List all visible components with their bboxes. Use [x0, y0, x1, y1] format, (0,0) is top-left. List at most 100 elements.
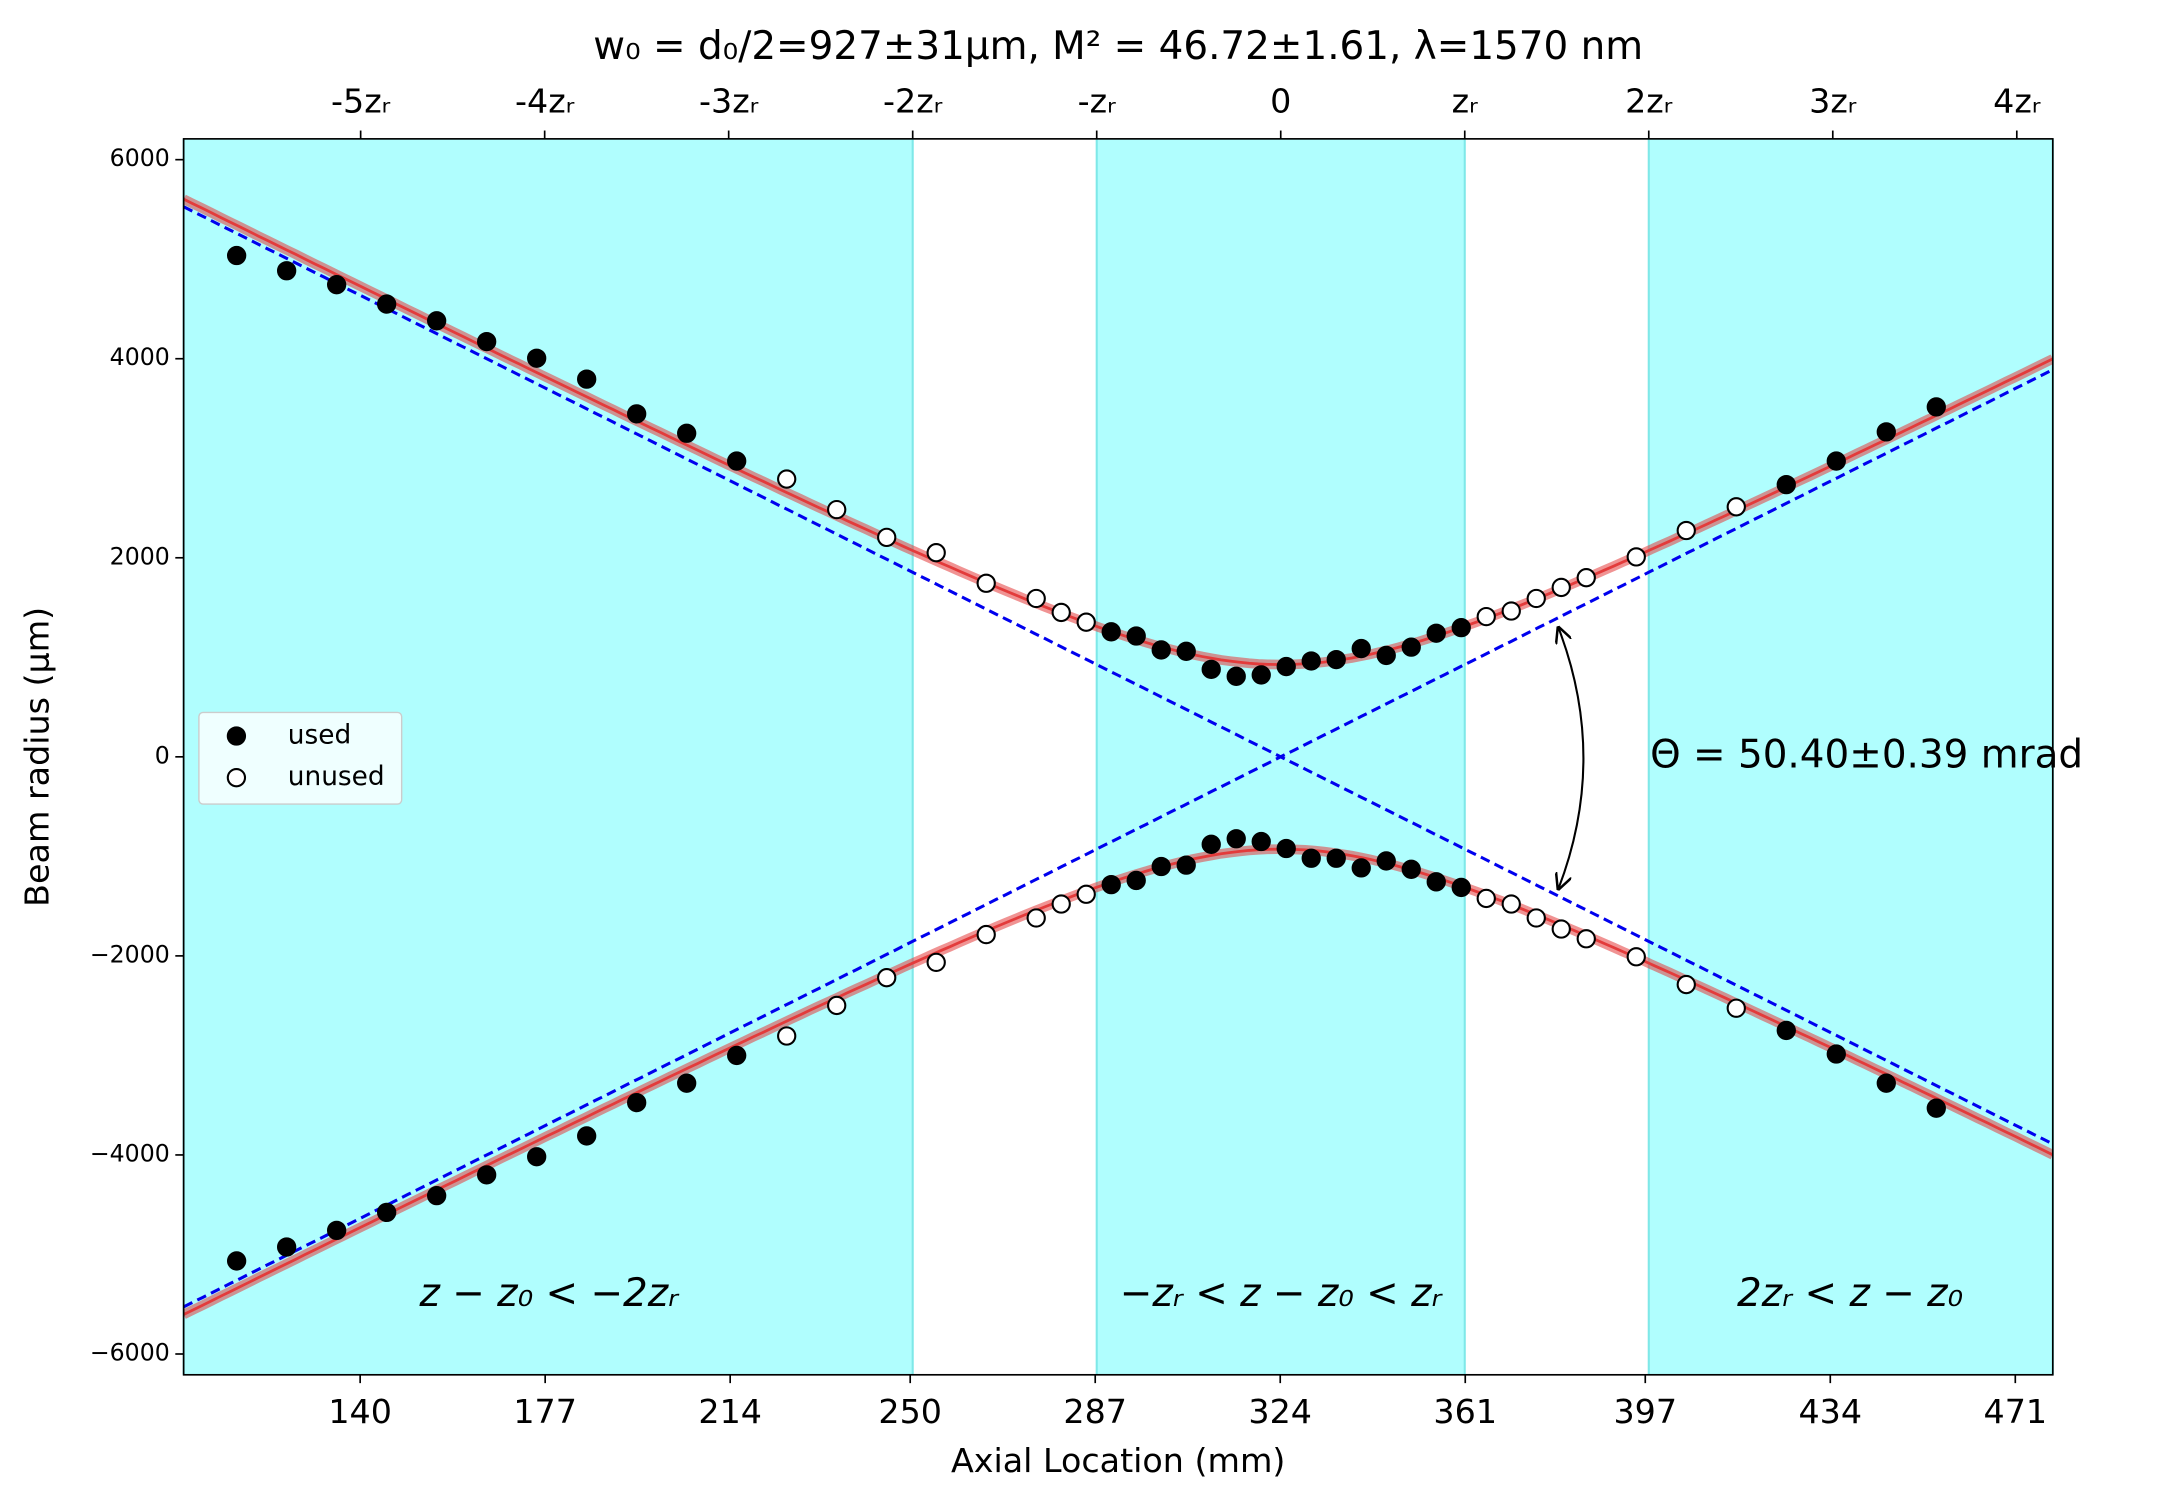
x2-tick-label: 0 — [1270, 81, 1291, 120]
x-axis-label: Axial Location (mm) — [951, 1441, 1285, 1480]
data-point — [1026, 908, 1046, 928]
data-point — [577, 369, 597, 389]
plot-layer — [183, 194, 2053, 1319]
data-point — [677, 423, 697, 443]
x2-tick-label: -3zᵣ — [699, 81, 759, 120]
data-point — [1876, 422, 1896, 442]
data-point — [877, 968, 897, 988]
data-point — [1201, 659, 1221, 679]
data-point — [1126, 626, 1146, 646]
data-point — [1876, 1073, 1896, 1093]
x2-tick-label: zᵣ — [1452, 81, 1478, 120]
region-label: 2zᵣ < z − z₀ — [1737, 1271, 1964, 1316]
data-point — [1126, 870, 1146, 891]
y-tick-label: −6000 — [90, 1338, 170, 1366]
data-point — [627, 404, 647, 424]
legend-box — [198, 711, 403, 805]
x-tick-label: 471 — [1984, 1392, 2048, 1431]
data-point — [1251, 831, 1271, 852]
data-point — [1626, 547, 1646, 567]
data-point — [1076, 612, 1096, 632]
data-point — [1201, 834, 1221, 854]
data-point — [326, 1220, 347, 1241]
data-point — [1826, 451, 1846, 471]
data-point — [926, 543, 946, 563]
data-point — [1226, 666, 1246, 686]
data-point — [1551, 919, 1571, 939]
data-point — [1451, 877, 1471, 898]
data-point — [976, 573, 996, 593]
background-layer — [182, 138, 2054, 1375]
data-point — [1476, 888, 1496, 909]
asymptote — [183, 205, 2053, 1146]
x-tick-label: 324 — [1248, 1392, 1312, 1431]
x2-tick-label: 2zᵣ — [1625, 81, 1673, 120]
data-point — [1351, 858, 1371, 878]
data-point — [1051, 602, 1071, 623]
data-point — [1276, 838, 1296, 859]
x-tick-label: 397 — [1613, 1392, 1677, 1431]
data-point — [1076, 884, 1096, 904]
data-point — [627, 1092, 647, 1113]
data-point — [1176, 641, 1196, 661]
shaded-region — [1648, 138, 2053, 1375]
data-point — [1626, 947, 1646, 967]
data-point — [1251, 665, 1271, 685]
x2-tick-label: -zᵣ — [1078, 81, 1117, 120]
data-point — [226, 245, 247, 266]
data-point — [1326, 848, 1346, 868]
data-point — [1526, 908, 1546, 928]
legend-label: used — [288, 721, 351, 751]
data-point — [1376, 851, 1396, 871]
data-point — [1501, 601, 1521, 621]
x-tick-label: 214 — [698, 1392, 762, 1431]
region-label: −zᵣ < z − z₀ < zᵣ — [1120, 1271, 1444, 1316]
legend-label: unused — [288, 762, 385, 792]
data-point — [1526, 588, 1546, 609]
data-point — [727, 1045, 747, 1066]
data-point — [1176, 855, 1196, 875]
asymptote — [183, 368, 2053, 1309]
legend-marker — [226, 768, 247, 788]
data-point — [276, 261, 297, 281]
data-point — [477, 331, 497, 352]
y-tick-label: −4000 — [90, 1139, 170, 1167]
chart-title: w₀ = d₀/2=927±31µm, M² = 46.72±1.61, λ=1… — [593, 24, 1643, 69]
region-label: z − z₀ < −2zᵣ — [418, 1271, 680, 1316]
data-point — [1826, 1044, 1846, 1064]
data-point — [1676, 520, 1696, 541]
data-point — [1926, 397, 1946, 417]
data-point — [1726, 998, 1746, 1018]
data-point — [1401, 637, 1421, 657]
y-tick-label: 2000 — [110, 542, 170, 570]
data-point — [1276, 656, 1296, 677]
data-point — [1326, 649, 1346, 670]
data-point — [827, 499, 847, 520]
x-tick-label: 361 — [1433, 1392, 1497, 1431]
data-point — [1051, 894, 1071, 914]
data-point — [1401, 859, 1421, 879]
x2-tick-label: -2zᵣ — [883, 81, 943, 120]
x-tick-label: 287 — [1063, 1392, 1127, 1431]
y-tick-label: 6000 — [110, 144, 170, 172]
data-point — [1476, 606, 1496, 627]
data-point — [326, 275, 347, 295]
data-point — [727, 451, 747, 471]
y-tick-label: 4000 — [110, 343, 170, 371]
x-tick-label: 434 — [1798, 1392, 1862, 1431]
x-tick-label: 177 — [513, 1392, 577, 1431]
data-point — [1776, 1020, 1796, 1041]
data-point — [1151, 640, 1171, 660]
data-point — [377, 1202, 397, 1223]
data-point — [1376, 645, 1396, 666]
data-point — [1501, 894, 1521, 914]
foreground-layer: 140 177 214 250 287 324 361 397 434 471 -5zᵣ -4zᵣ -3… — [90, 81, 2047, 1431]
data-point — [1576, 568, 1596, 588]
data-point — [777, 1026, 797, 1046]
data-point — [226, 1251, 247, 1271]
data-point — [926, 952, 946, 973]
data-point — [1551, 577, 1571, 598]
data-point — [577, 1126, 597, 1146]
x2-tick-label: -5zᵣ — [331, 81, 391, 120]
